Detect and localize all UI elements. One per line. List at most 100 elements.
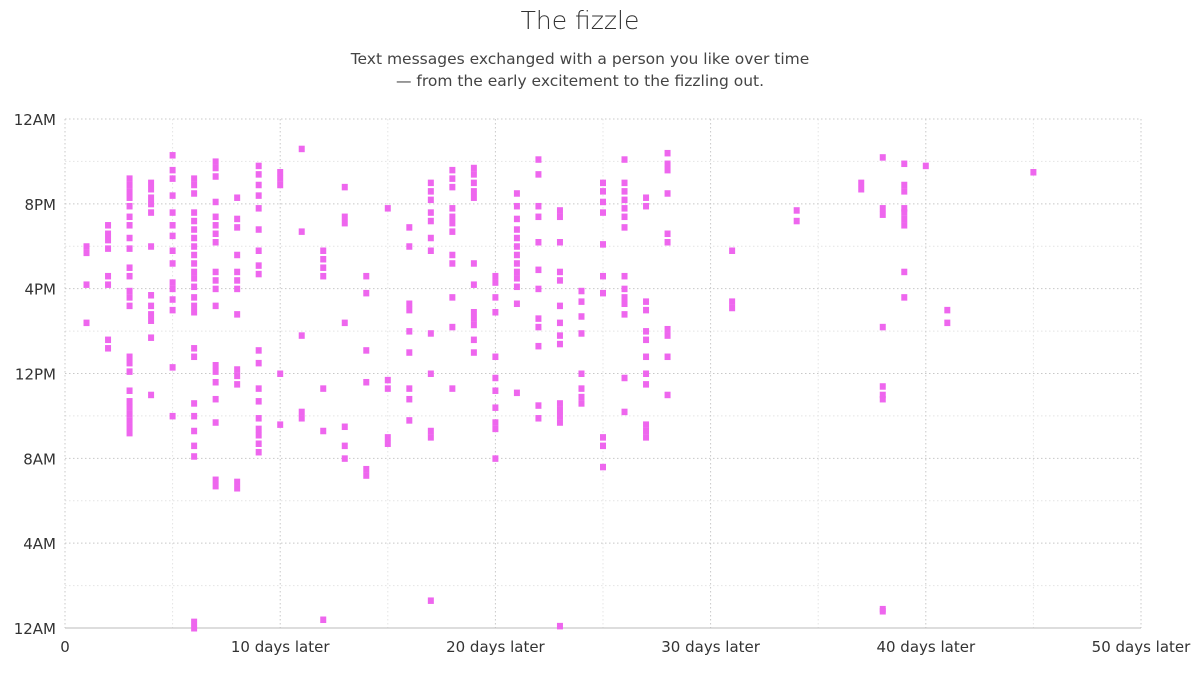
data-point	[643, 381, 650, 388]
data-point	[427, 234, 434, 242]
data-point	[191, 427, 198, 435]
data-point	[255, 205, 262, 212]
data-point	[148, 292, 155, 299]
data-point	[513, 234, 520, 242]
data-point	[191, 260, 198, 267]
data-point	[320, 255, 327, 263]
data-point	[191, 190, 198, 197]
data-point	[729, 298, 736, 305]
data-point	[277, 169, 284, 176]
data-point	[255, 192, 262, 199]
data-point	[879, 205, 886, 212]
data-point	[363, 289, 370, 297]
data-point	[470, 179, 477, 187]
data-point	[169, 296, 176, 303]
data-point	[126, 175, 133, 182]
data-point	[191, 400, 198, 407]
data-point	[234, 277, 241, 284]
data-point	[578, 385, 585, 392]
data-point	[427, 330, 434, 337]
data-point	[621, 205, 628, 212]
data-point	[126, 302, 133, 310]
data-point	[664, 149, 671, 157]
data-point	[879, 154, 886, 161]
data-point	[169, 247, 176, 254]
data-point	[470, 336, 477, 344]
data-point	[449, 166, 456, 174]
data-point	[556, 340, 563, 348]
data-point	[148, 200, 155, 208]
data-point	[578, 298, 585, 305]
data-point	[191, 345, 198, 352]
data-point	[169, 306, 176, 314]
data-point	[148, 179, 155, 187]
data-point	[556, 277, 563, 284]
data-point	[556, 332, 563, 339]
data-point	[406, 417, 413, 424]
data-point	[169, 285, 176, 293]
data-point	[191, 442, 198, 450]
data-point	[212, 268, 219, 276]
data-point	[449, 260, 456, 267]
data-point	[191, 625, 198, 632]
data-point	[879, 211, 886, 218]
data-point	[535, 402, 542, 409]
data-point	[341, 442, 348, 450]
data-point	[406, 395, 413, 403]
data-point	[191, 294, 198, 301]
data-point	[879, 395, 886, 403]
data-point	[621, 224, 628, 231]
data-point	[148, 209, 155, 216]
data-point	[578, 313, 585, 320]
data-point	[427, 196, 434, 204]
data-point	[341, 423, 348, 431]
data-point	[470, 164, 477, 172]
data-point	[513, 275, 520, 282]
data-point	[556, 622, 563, 630]
data-point	[664, 230, 671, 238]
data-point	[535, 285, 542, 293]
data-point	[556, 412, 563, 420]
data-point	[105, 345, 112, 352]
y-tick-label: 4PM	[24, 281, 56, 299]
data-point	[105, 336, 112, 344]
data-point	[234, 285, 241, 293]
data-point	[234, 372, 241, 380]
data-point	[384, 205, 391, 212]
data-point	[191, 181, 198, 189]
data-point	[255, 347, 262, 354]
data-point	[535, 415, 542, 422]
data-point	[793, 207, 800, 214]
data-point	[449, 323, 456, 331]
data-point	[126, 202, 133, 210]
data-point	[341, 183, 348, 191]
data-point	[126, 264, 133, 271]
data-point	[664, 325, 671, 333]
y-tick-label: 12AM	[14, 111, 56, 129]
data-point	[492, 272, 499, 280]
data-point	[901, 188, 908, 195]
data-point	[922, 162, 929, 170]
data-point	[427, 179, 434, 187]
data-point	[427, 209, 434, 216]
data-point	[578, 330, 585, 337]
data-point	[234, 224, 241, 231]
data-point	[234, 366, 241, 373]
data-point	[449, 219, 456, 227]
data-point	[298, 228, 305, 235]
data-point	[105, 272, 112, 280]
data-point	[126, 387, 133, 394]
data-point	[944, 319, 951, 327]
data-point	[320, 616, 327, 624]
data-point	[535, 323, 542, 331]
data-point	[621, 311, 628, 318]
data-point	[126, 398, 133, 405]
data-point	[363, 378, 370, 386]
data-point	[578, 287, 585, 295]
data-point	[449, 213, 456, 221]
data-point	[944, 306, 951, 314]
data-point	[793, 217, 800, 225]
data-point	[643, 421, 650, 428]
axes	[64, 119, 1141, 629]
